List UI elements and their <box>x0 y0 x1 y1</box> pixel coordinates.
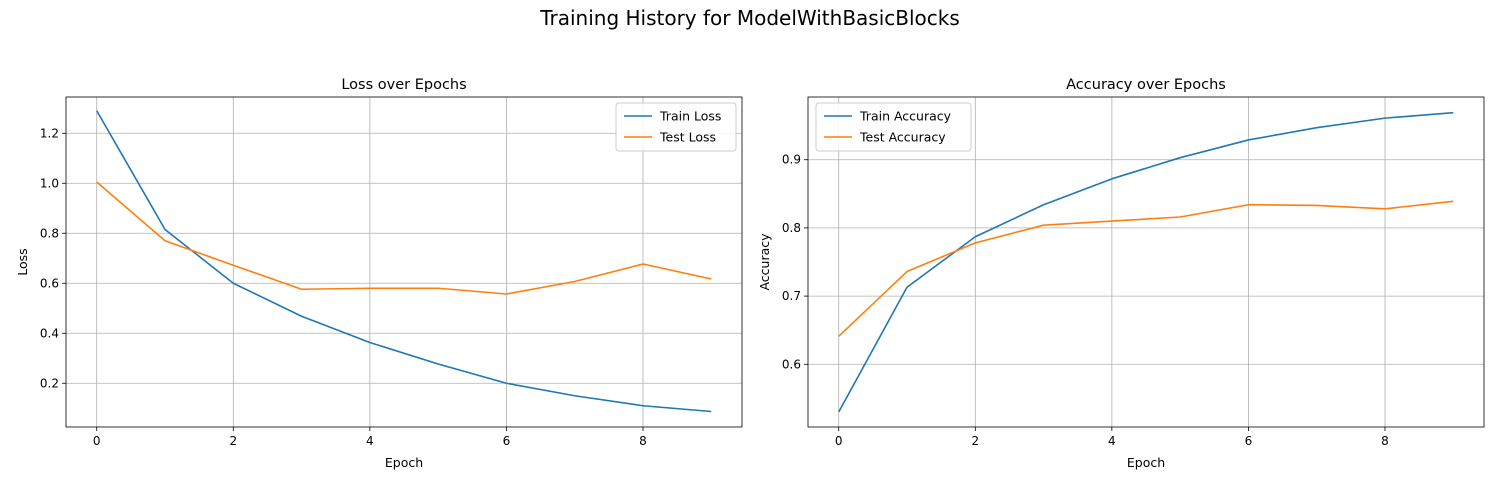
loss-chart-title: Loss over Epochs <box>341 77 466 93</box>
accuracy-ytick-label: 0.6 <box>782 357 801 371</box>
loss-legend-box <box>615 102 737 152</box>
loss-x-axis-label: Epoch <box>385 455 423 470</box>
loss-chart: 0 2 4 6 8 0.2 0.4 0.6 0.8 1.0 1.2 Loss over Epochs E… <box>15 77 743 470</box>
accuracy-chart-title: Accuracy over Epochs <box>1066 77 1226 93</box>
loss-legend-label-test: Test Loss <box>659 130 716 145</box>
accuracy-legend: Train Accuracy Test Accuracy <box>815 102 972 152</box>
loss-y-axis-label: Loss <box>15 248 30 275</box>
loss-xtick-label: 4 <box>366 434 374 448</box>
accuracy-y-axis-label: Accuracy <box>757 233 772 291</box>
accuracy-legend-label-train: Train Accuracy <box>859 109 952 124</box>
loss-ytick-label: 1.0 <box>40 176 59 190</box>
accuracy-legend-label-test: Test Accuracy <box>859 130 946 145</box>
loss-xtick-label: 6 <box>503 434 511 448</box>
loss-xtick-label: 2 <box>229 434 237 448</box>
accuracy-x-axis-label: Epoch <box>1127 455 1165 470</box>
accuracy-series-line-train <box>838 111 1454 413</box>
accuracy-xtick-label: 0 <box>835 434 843 448</box>
loss-ytick-label: 0.6 <box>40 276 59 290</box>
accuracy-xtick-label: 6 <box>1245 434 1253 448</box>
loss-series-line-train <box>96 110 712 413</box>
loss-legend: Train Loss Test Loss <box>615 102 737 152</box>
accuracy-ytick-label: 0.7 <box>782 289 801 303</box>
accuracy-xtick-label: 8 <box>1381 434 1389 448</box>
loss-xtick-label: 8 <box>639 434 647 448</box>
accuracy-ytick-label: 0.8 <box>782 221 801 235</box>
loss-ytick-label: 0.4 <box>40 326 59 340</box>
accuracy-chart: 0 2 4 6 8 0.6 0.7 0.8 0.9 Accuracy over Epochs Epo… <box>757 77 1485 470</box>
loss-ytick-label: 0.2 <box>40 376 59 390</box>
loss-series-line-test <box>96 181 712 295</box>
loss-legend-label-train: Train Loss <box>659 109 721 124</box>
accuracy-ytick-label: 0.9 <box>782 153 801 167</box>
loss-ytick-label: 1.2 <box>40 126 59 140</box>
accuracy-series-line-test <box>838 200 1454 337</box>
figure-title: Training History for ModelWithBasicBlock… <box>540 6 960 30</box>
loss-xtick-label: 0 <box>93 434 101 448</box>
accuracy-xtick-label: 4 <box>1108 434 1116 448</box>
accuracy-axes-frame <box>807 96 1485 428</box>
loss-axes-frame <box>65 96 743 428</box>
accuracy-xtick-label: 2 <box>971 434 979 448</box>
accuracy-legend-box <box>815 102 972 152</box>
loss-ytick-label: 0.8 <box>40 226 59 240</box>
